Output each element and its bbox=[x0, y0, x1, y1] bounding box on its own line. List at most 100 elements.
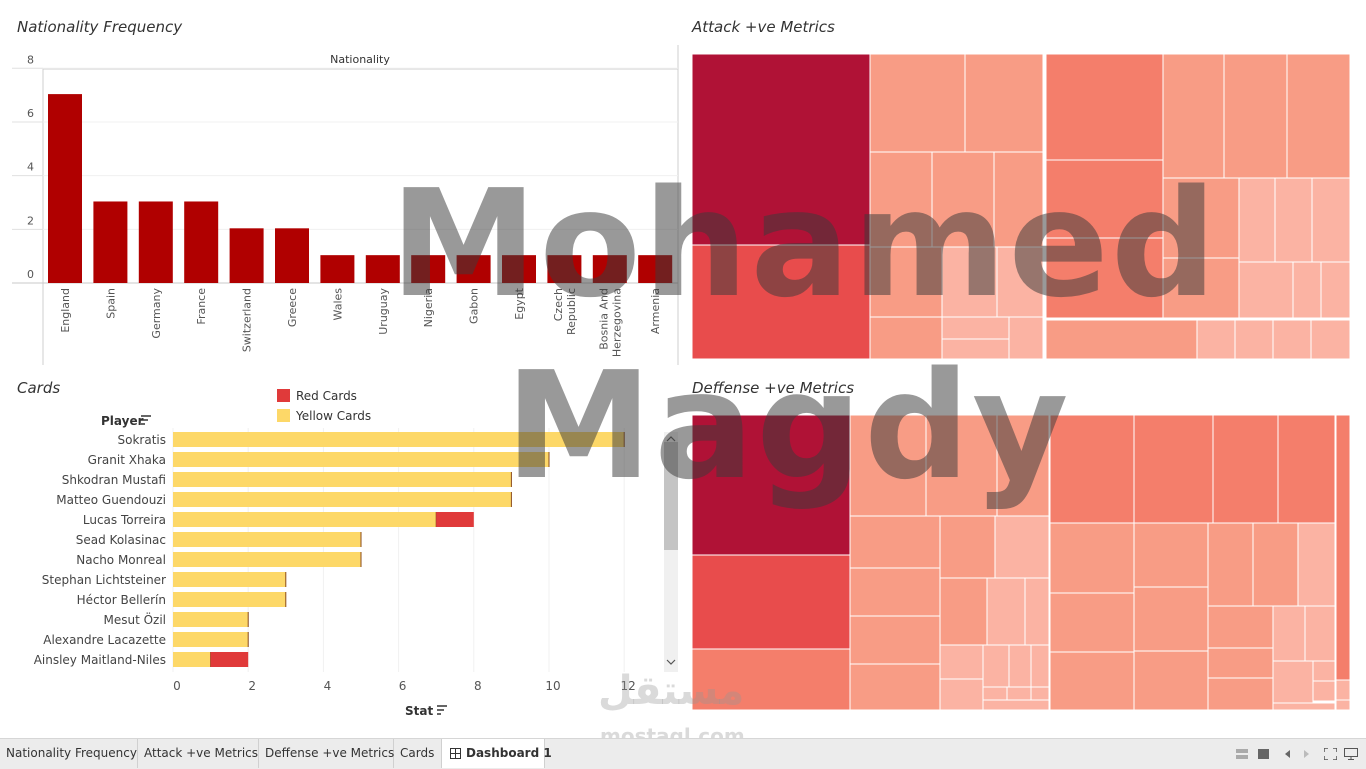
tab-nationality-frequency[interactable]: Nationality Frequency bbox=[0, 739, 138, 768]
bar-nigeria bbox=[411, 255, 446, 283]
x-tick-label: Herzegovina bbox=[610, 288, 623, 357]
attack-cell-16 bbox=[1045, 237, 1164, 319]
sheet-tab-bar: Nationality Frequency Attack +ve Metrics… bbox=[0, 738, 1366, 769]
bar-yellow-9 bbox=[173, 612, 249, 627]
tab-attack-metrics[interactable]: Attack +ve Metrics bbox=[138, 739, 259, 768]
x-tick-label: Egypt bbox=[513, 287, 526, 319]
defense-treemap bbox=[692, 415, 1350, 710]
attack-cell-10 bbox=[869, 316, 943, 359]
attack-cell-0 bbox=[692, 54, 871, 246]
x-tick-label: Gabon bbox=[468, 288, 481, 324]
attack-cell-31 bbox=[1272, 319, 1312, 359]
nationality-bar-chart: Nationality 0 2 4 6 8 England Spain Germany Franc… bbox=[12, 45, 679, 365]
x-tick-label: Czech bbox=[552, 288, 565, 321]
x-tick-label: Switzerland bbox=[241, 288, 254, 352]
watermark-line1: Mohamed bbox=[390, 158, 1219, 330]
defense-cell-18 bbox=[1030, 644, 1050, 688]
scrollbar-thumb bbox=[664, 442, 678, 550]
bar-yellow-0 bbox=[173, 432, 625, 447]
defense-cell-32 bbox=[1133, 586, 1209, 652]
defense-cell-7 bbox=[939, 515, 996, 579]
bar-egypt bbox=[502, 255, 536, 283]
bar-yellow-3 bbox=[173, 492, 512, 507]
defense-cell-43 bbox=[1312, 660, 1336, 682]
x-tick-label: Republic bbox=[565, 288, 578, 335]
defense-cell-15 bbox=[939, 644, 984, 680]
player-label: Sead Kolasinac bbox=[76, 533, 166, 547]
defense-cell-40 bbox=[1207, 647, 1274, 679]
attack-cell-3 bbox=[964, 54, 1044, 153]
watermark-line2: Magdy bbox=[505, 340, 1071, 512]
attack-cell-17 bbox=[1162, 54, 1225, 179]
tab-dashboard-label: Dashboard 1 bbox=[466, 746, 552, 760]
defense-cell-45 bbox=[1272, 702, 1336, 710]
attack-cell-23 bbox=[1311, 177, 1350, 263]
attack-cell-26 bbox=[1292, 261, 1322, 319]
defense-cell-26 bbox=[1212, 415, 1279, 524]
tab-cards[interactable]: Cards bbox=[394, 739, 442, 768]
attack-cell-2 bbox=[869, 54, 966, 153]
x-tick-label: Bosnia And bbox=[597, 288, 610, 350]
defense-cell-17 bbox=[1008, 644, 1032, 688]
defense-cell-33 bbox=[1133, 650, 1209, 710]
defense-cell-36 bbox=[1297, 522, 1336, 607]
x-tick-label: Greece bbox=[286, 288, 299, 327]
logo-arabic: مستقل bbox=[598, 668, 745, 714]
bar-yellow-1 bbox=[173, 452, 549, 467]
player-label: Alexandre Lacazette bbox=[43, 633, 166, 647]
y-tick-label: 4 bbox=[27, 161, 34, 174]
attack-treemap-title: Attack +ve Metrics bbox=[692, 18, 835, 36]
defense-cell-46 bbox=[1335, 415, 1350, 681]
dashboard-icon bbox=[450, 748, 461, 759]
defense-cell-6 bbox=[849, 515, 941, 569]
defense-cell-30 bbox=[1049, 651, 1135, 710]
attack-cell-28 bbox=[1045, 319, 1198, 359]
defense-cell-23 bbox=[982, 699, 1050, 710]
prev-icon[interactable] bbox=[1283, 749, 1295, 759]
bar-france bbox=[184, 201, 219, 283]
attack-treemap bbox=[692, 54, 1350, 359]
player-label: Shkodran Mustafi bbox=[62, 473, 166, 487]
defense-cell-25 bbox=[1133, 415, 1214, 524]
tab-defense-metrics[interactable]: Deffense +ve Metrics bbox=[259, 739, 394, 768]
present-icon[interactable] bbox=[1344, 748, 1358, 760]
defense-cell-48 bbox=[1335, 699, 1350, 710]
defense-cell-22 bbox=[1030, 686, 1050, 701]
bar-yellow-7 bbox=[173, 572, 286, 587]
defense-cell-34 bbox=[1207, 522, 1254, 607]
bar-germany bbox=[138, 201, 173, 283]
defense-cell-5 bbox=[996, 415, 1050, 517]
next-icon[interactable] bbox=[1303, 749, 1315, 759]
bar-armenia bbox=[638, 255, 673, 283]
x-tick-label: 0 bbox=[173, 679, 181, 693]
defense-cell-42 bbox=[1272, 660, 1314, 704]
tab-dashboard-1[interactable]: Dashboard 1 bbox=[442, 739, 552, 768]
defense-cell-1 bbox=[692, 554, 851, 650]
fullscreen-icon[interactable] bbox=[1324, 748, 1337, 760]
grid-view-icon[interactable] bbox=[1236, 749, 1248, 759]
attack-cell-22 bbox=[1274, 177, 1313, 263]
bar-wales bbox=[320, 255, 355, 283]
player-label: Ainsley Maitland-Niles bbox=[34, 653, 166, 667]
x-tick-label: Nigeria bbox=[422, 288, 435, 327]
player-label: Mesut Özil bbox=[103, 611, 166, 627]
x-tick-label: Armenia bbox=[649, 288, 662, 334]
defense-cell-41 bbox=[1207, 677, 1274, 710]
x-tick-label: England bbox=[59, 288, 72, 333]
nationality-chart-title: Nationality Frequency bbox=[17, 18, 183, 36]
attack-cell-13 bbox=[941, 338, 1010, 359]
square-view-icon[interactable] bbox=[1258, 749, 1270, 759]
defense-treemap-title: Deffense +ve Metrics bbox=[692, 379, 855, 397]
attack-cell-29 bbox=[1196, 319, 1236, 359]
x-tick-label: Uruguay bbox=[377, 288, 390, 335]
bar-spain bbox=[93, 201, 128, 283]
scroll-down-icon bbox=[666, 659, 676, 665]
attack-cell-21 bbox=[1238, 177, 1276, 263]
x-tick-label: 6 bbox=[399, 679, 407, 693]
defense-cell-10 bbox=[849, 615, 941, 665]
defense-cell-3 bbox=[849, 415, 927, 517]
defense-cell-38 bbox=[1272, 605, 1306, 662]
defense-cell-44 bbox=[1312, 680, 1336, 702]
x-axis-title: Stat bbox=[405, 704, 433, 718]
defense-cell-16 bbox=[982, 644, 1010, 688]
